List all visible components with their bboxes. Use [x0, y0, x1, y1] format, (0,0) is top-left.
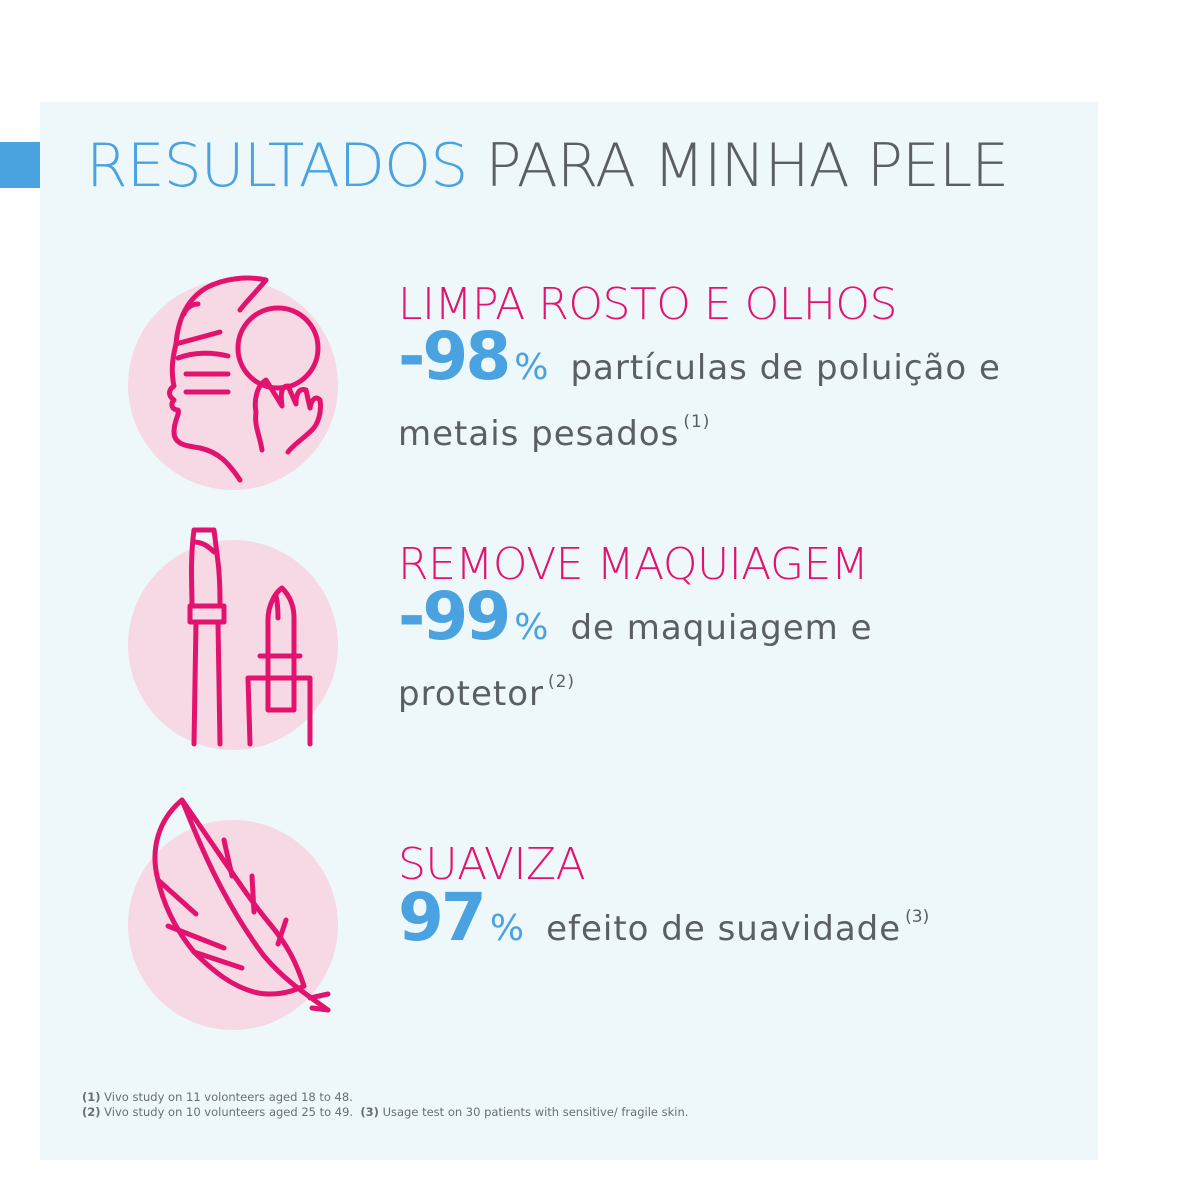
feature-cleanses: LIMPA ROSTO E OLHOS -98% partículas de po…: [128, 275, 1028, 500]
stat-number: -98: [398, 318, 511, 395]
stat-description: efeito de suavidade: [546, 909, 902, 949]
footnote-mark: (3): [360, 1105, 379, 1119]
stat-percent: %: [489, 908, 525, 949]
stat-description: de maquiagem e: [570, 608, 873, 648]
stat-number: -99: [398, 578, 511, 655]
stat-description-continued: metais pesados: [398, 414, 680, 454]
footnote-text: Vivo study on 11 volonteers aged 18 to 4…: [104, 1090, 353, 1104]
mascara-lipstick-icon: [187, 527, 313, 747]
stat-line: 97% efeito de suavidade (3): [398, 885, 1038, 962]
title-rest: PARA MINHA PELE: [485, 131, 1009, 201]
feature-heading: LIMPA ROSTO E OLHOS: [398, 279, 897, 330]
footnotes: (1) Vivo study on 11 volonteers aged 18 …: [82, 1090, 688, 1120]
footnote-text: Usage test on 30 patients with sensitive…: [382, 1105, 689, 1119]
footnote-mark: (1): [82, 1090, 101, 1104]
feature-icon: [152, 797, 331, 1013]
stat-description: partículas de poluição e: [570, 348, 1001, 388]
footnote-ref: (1): [683, 412, 711, 432]
stat-line: -98% partículas de poluição e: [398, 324, 1038, 401]
face-cleansing-icon: [167, 275, 323, 483]
title-highlight: RESULTADOS: [86, 131, 468, 201]
icon-circle: [128, 540, 338, 750]
stat-number: 97: [398, 879, 487, 956]
feature-text: SUAVIZA 97% efeito de suavidade (3): [398, 840, 1038, 962]
stat-percent: %: [514, 347, 549, 388]
stat-description-continued: protetor: [398, 674, 544, 714]
footnote-2-3: (2) Vivo study on 10 volunteers aged 25 …: [82, 1105, 688, 1120]
footnote-mark: (2): [82, 1105, 101, 1119]
stat-description-line2: protetor (2): [398, 661, 1038, 715]
page-title: RESULTADOS PARA MINHA PELE: [86, 130, 1009, 202]
feature-text: REMOVE MAQUIAGEM -99% de maquiagem e prot…: [398, 540, 1038, 715]
feature-removes-makeup: REMOVE MAQUIAGEM -99% de maquiagem e prot…: [128, 527, 1028, 760]
footnote-text: Vivo study on 10 volunteers aged 25 to 4…: [104, 1105, 354, 1119]
footnote-ref: (3): [905, 907, 930, 927]
stat-line: -99% de maquiagem e: [398, 584, 1038, 661]
footnote-ref: (2): [547, 672, 576, 692]
footnote-1: (1) Vivo study on 11 volonteers aged 18 …: [82, 1090, 688, 1105]
feature-text: LIMPA ROSTO E OLHOS -98% partículas de po…: [398, 280, 1038, 455]
stat-description-line2: metais pesados (1): [398, 401, 1038, 455]
feature-softens: SUAVIZA 97% efeito de suavidade (3): [128, 797, 1028, 1040]
feature-heading: REMOVE MAQUIAGEM: [398, 539, 869, 590]
stat-percent: %: [514, 607, 549, 648]
accent-bar: [0, 142, 40, 188]
feature-heading: SUAVIZA: [398, 839, 586, 890]
